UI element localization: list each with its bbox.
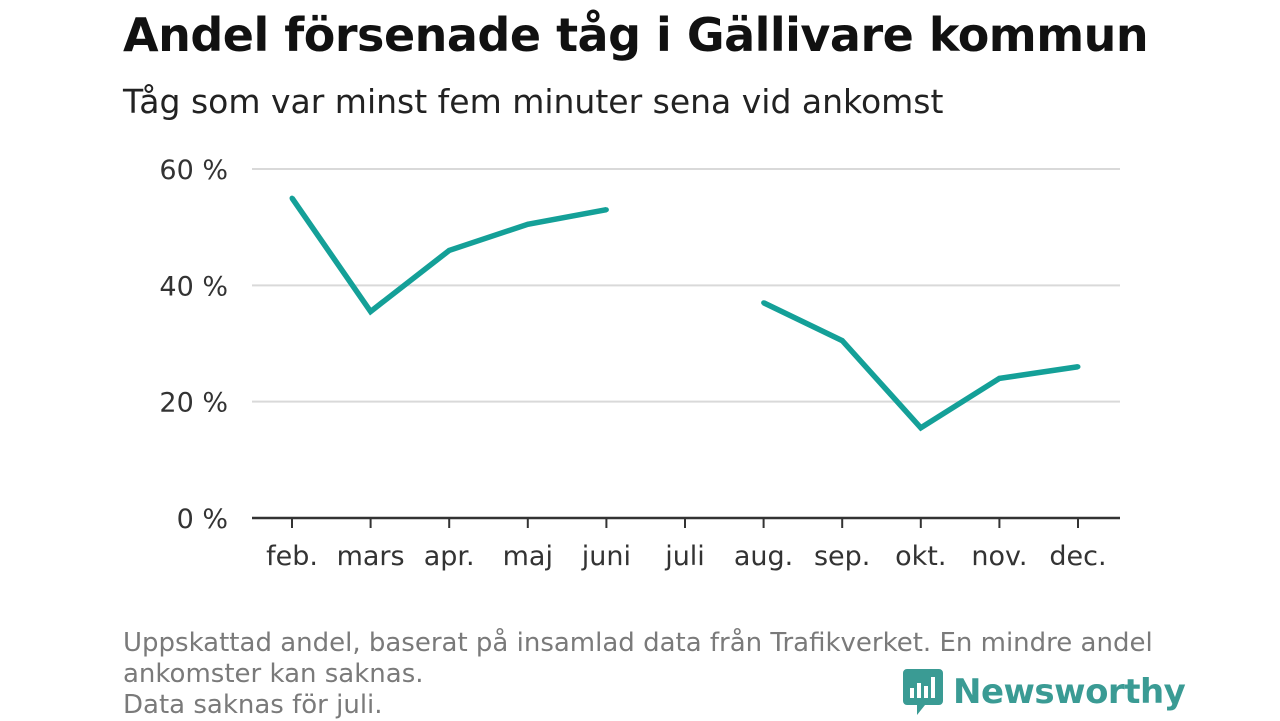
x-tick-label: nov. [971,541,1027,572]
series-line-segment [289,196,607,316]
x-tick-label: juli [664,541,705,572]
newsworthy-logo-icon [903,669,943,715]
series-line-segment [762,300,1079,432]
data-point [446,247,452,253]
footnote: Uppskattad andel, baserat på insamlad da… [123,628,1163,721]
data-point [761,300,767,306]
x-tick-label: juni [581,541,631,572]
data-point [525,221,531,227]
x-tick-label: feb. [266,541,318,572]
chart-subtitle: Tåg som var minst fem minuter sena vid a… [123,82,944,121]
data-point [839,338,845,344]
y-tick-label: 60 % [159,155,228,186]
x-tick-label: dec. [1049,541,1106,572]
footnote-line: Uppskattad andel, baserat på insamlad da… [123,628,1153,658]
data-point [918,425,924,431]
data-point [1075,364,1081,370]
footnote-line: Data saknas för juli. [123,690,383,720]
brand-name: Newsworthy [953,672,1186,712]
x-tick-label: mars [337,541,405,572]
x-tick-label: apr. [424,541,475,572]
y-tick-label: 20 % [159,388,228,419]
footnote-line: ankomster kan saknas. [123,659,424,689]
x-tick-label: maj [503,541,553,572]
data-point [603,207,609,213]
x-tick-label: aug. [734,541,793,572]
y-tick-label: 0 % [177,504,228,535]
x-tick-label: okt. [895,541,946,572]
line-chart: 0 % 20 % 40 % 60 % feb. mars apr. maj juni juli au… [159,155,1120,572]
data-point [996,375,1002,381]
x-tick-label: sep. [814,541,870,572]
y-tick-label: 40 % [159,271,228,302]
brand: Newsworthy [903,669,1186,715]
data-point [368,309,374,315]
data-point [289,195,295,201]
chart-title: Andel försenade tåg i Gällivare kommun [123,8,1149,62]
